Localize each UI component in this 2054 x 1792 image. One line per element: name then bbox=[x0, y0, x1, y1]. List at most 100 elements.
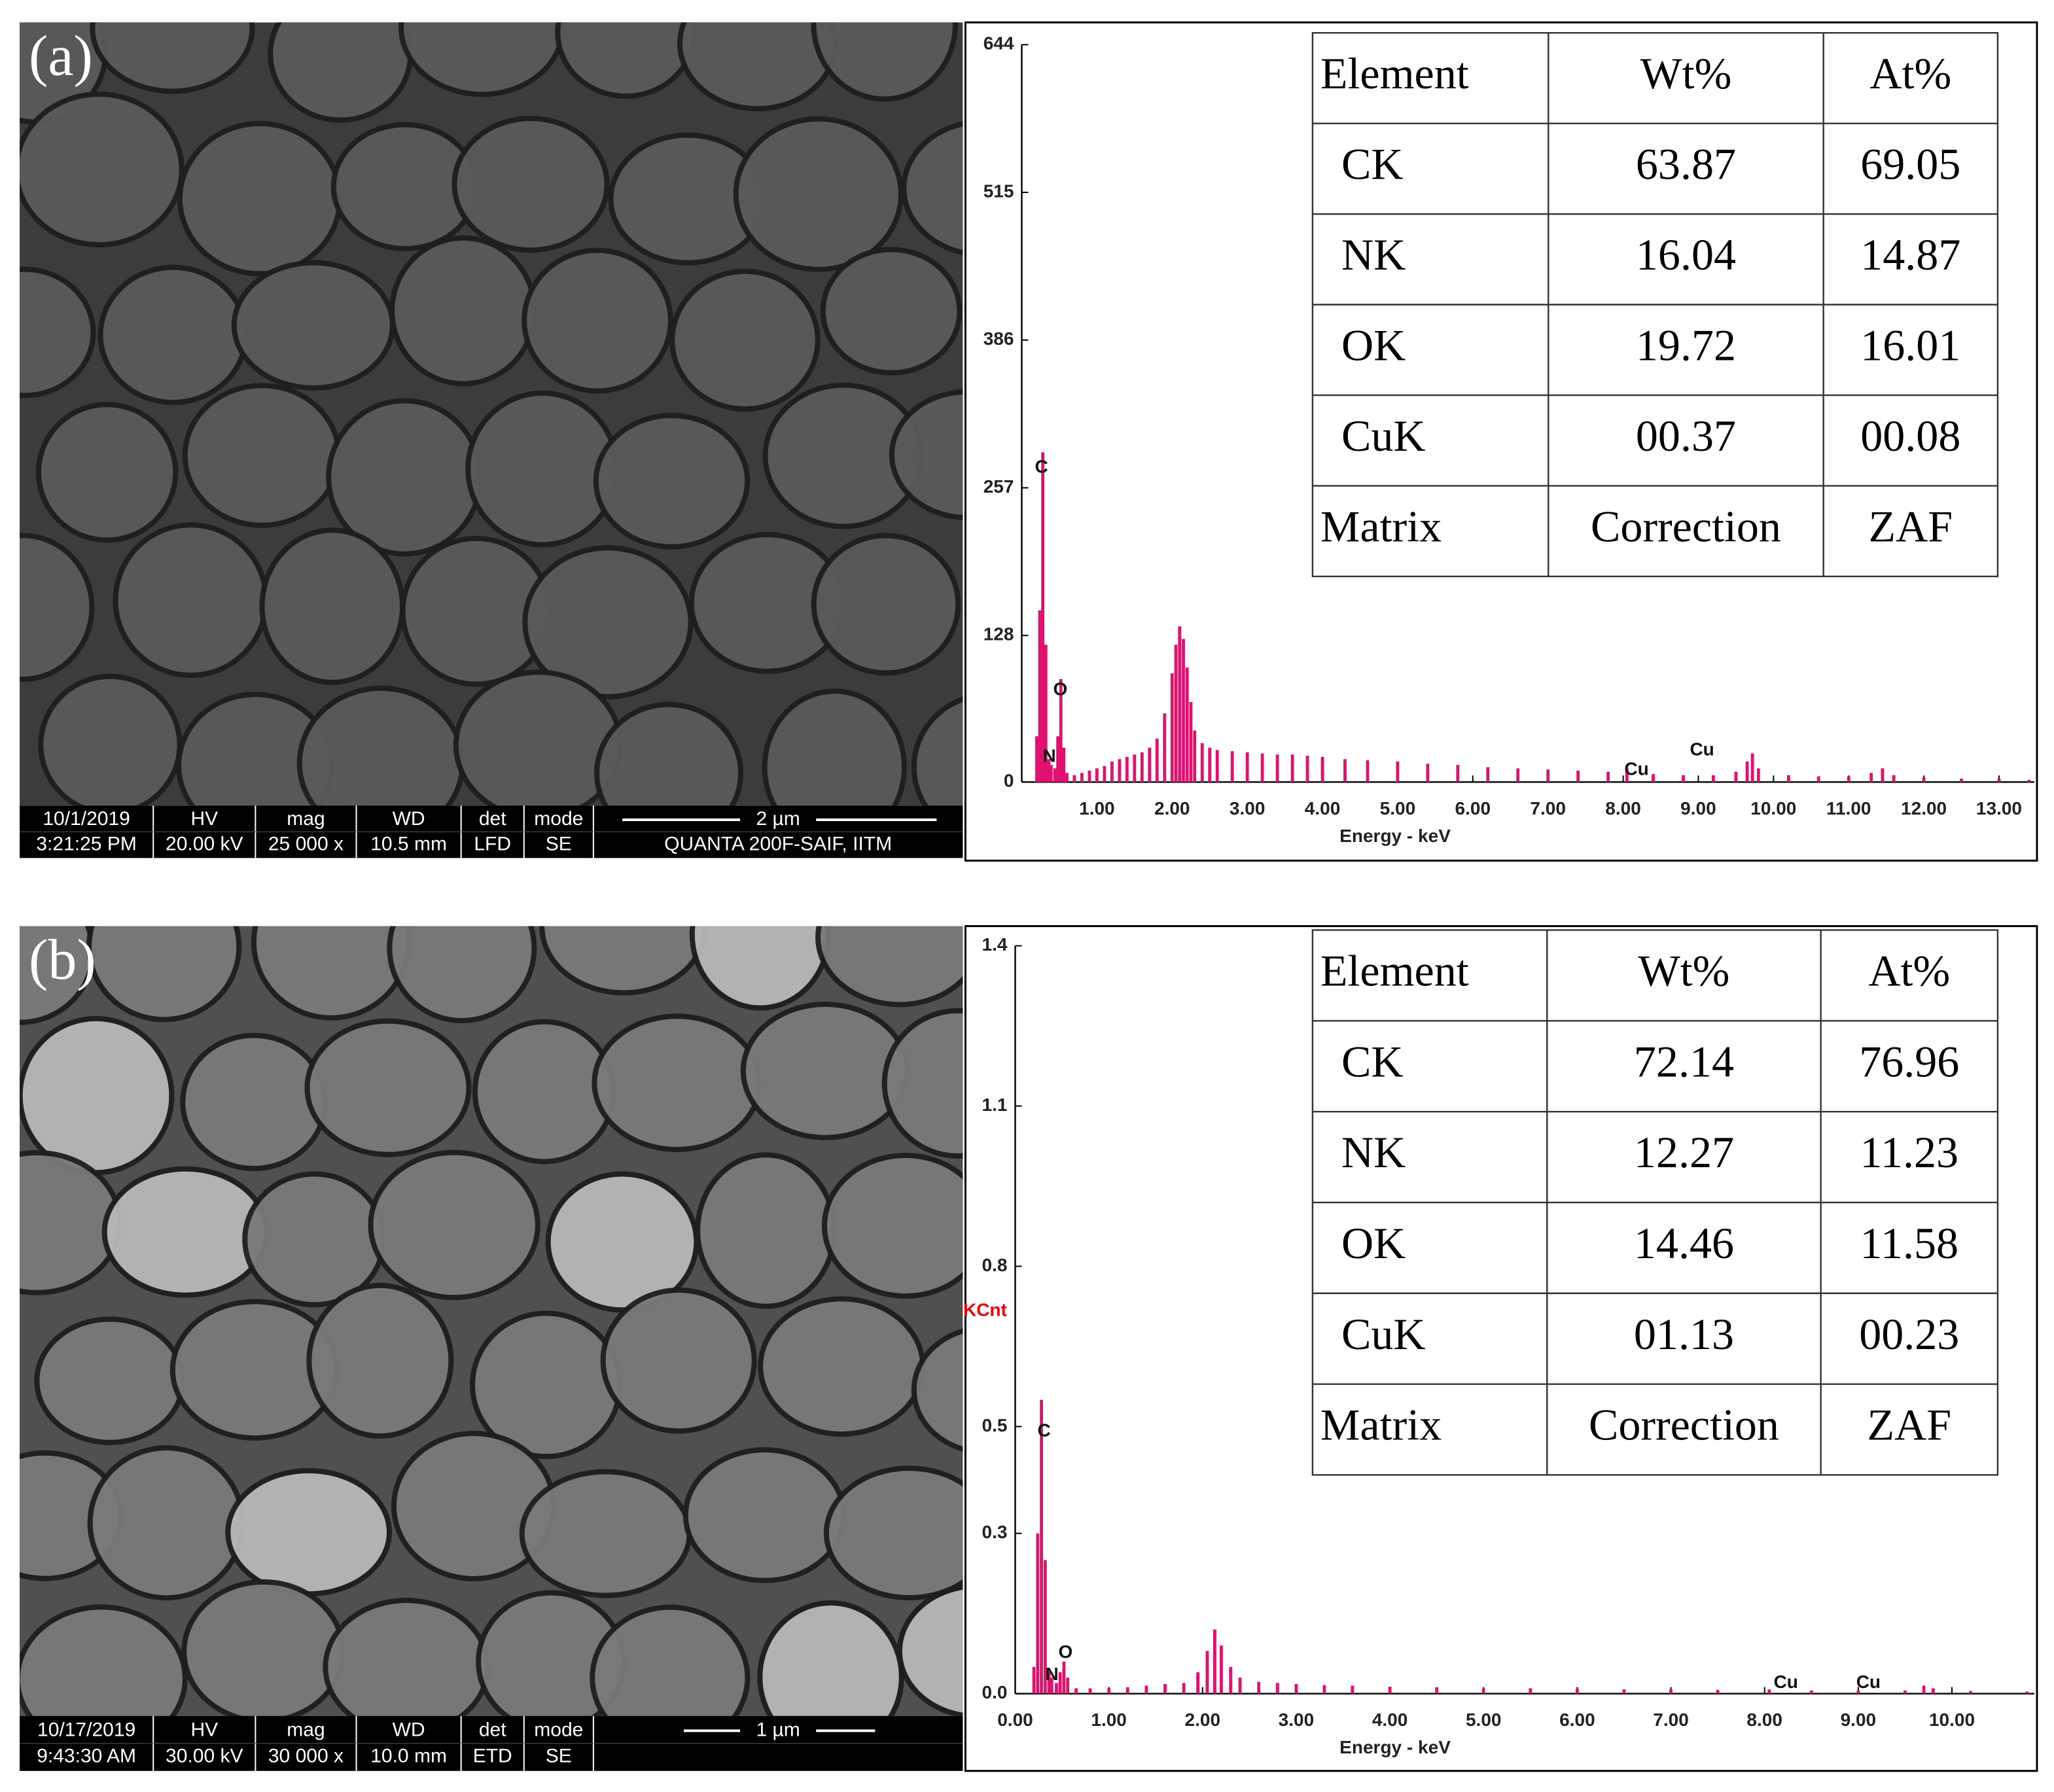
x-tick-label: 6.00 bbox=[1455, 798, 1491, 818]
table-cell: Correction bbox=[1591, 501, 1781, 551]
x-tick-label: 4.00 bbox=[1372, 1710, 1408, 1730]
x-axis-label: Energy - keV bbox=[1339, 1737, 1451, 1757]
particle bbox=[97, 264, 249, 406]
table-cell: ZAF bbox=[1869, 501, 1953, 551]
table-cell: 63.87 bbox=[1636, 139, 1736, 189]
x-tick-label: 11.00 bbox=[1826, 798, 1871, 818]
peak-label: Cu bbox=[1774, 1672, 1798, 1692]
particle bbox=[465, 390, 620, 548]
y-tick-label: 515 bbox=[983, 181, 1014, 201]
y-tick-label: 0.3 bbox=[982, 1522, 1008, 1542]
particle bbox=[911, 696, 963, 806]
x-tick-label: 2.00 bbox=[1185, 1710, 1221, 1730]
x-tick-label: 7.00 bbox=[1530, 798, 1566, 818]
info-value: 30.00 kV bbox=[166, 1746, 243, 1767]
x-tick-label: 3.00 bbox=[1279, 1710, 1315, 1730]
particle bbox=[590, 1604, 751, 1716]
info-date: 10/17/2019 bbox=[37, 1719, 135, 1740]
x-tick-label: 8.00 bbox=[1605, 798, 1641, 818]
particle bbox=[519, 1469, 692, 1598]
table-cell: NK bbox=[1341, 230, 1406, 279]
scale-bar-label: 2 µm bbox=[756, 808, 800, 830]
x-tick-label: 5.00 bbox=[1466, 1710, 1502, 1730]
sem-image bbox=[20, 22, 963, 806]
scale-bar-gap bbox=[740, 809, 817, 831]
x-tick-label: 9.00 bbox=[1841, 1710, 1877, 1730]
x-tick-label: 4.00 bbox=[1305, 798, 1341, 818]
table-cell: 19.72 bbox=[1636, 320, 1736, 370]
table-cell: 76.96 bbox=[1859, 1036, 1959, 1086]
sem-image bbox=[20, 926, 963, 1716]
particle bbox=[539, 926, 708, 996]
table-cell: Correction bbox=[1589, 1400, 1779, 1450]
info-header: mode bbox=[534, 808, 583, 830]
x-tick-label: 3.00 bbox=[1230, 798, 1266, 818]
table-cell: 16.01 bbox=[1860, 320, 1960, 370]
x-tick-label: 1.00 bbox=[1091, 1710, 1127, 1730]
table-header: Wt% bbox=[1638, 946, 1730, 996]
peak-label: Cu bbox=[1690, 739, 1714, 760]
table-cell: Matrix bbox=[1320, 501, 1442, 551]
y-tick-label: 257 bbox=[983, 476, 1014, 497]
table-cell: ZAF bbox=[1868, 1400, 1952, 1450]
table-cell: 69.05 bbox=[1860, 139, 1960, 189]
peak-label: N bbox=[1046, 1664, 1059, 1684]
particle bbox=[181, 1579, 345, 1716]
info-header: HV bbox=[190, 808, 218, 830]
table-header: Element bbox=[1320, 48, 1469, 98]
peak-label: Cu bbox=[1624, 759, 1648, 779]
particle bbox=[762, 688, 907, 806]
peak-label: N bbox=[1043, 746, 1056, 766]
x-axis-label: Energy - keV bbox=[1339, 826, 1451, 846]
info-header: det bbox=[479, 1719, 506, 1740]
x-tick-label: 0.00 bbox=[997, 1710, 1033, 1730]
particle bbox=[815, 926, 963, 1008]
particle bbox=[689, 926, 831, 1011]
table-cell: CuK bbox=[1341, 1309, 1426, 1359]
table-cell: 14.87 bbox=[1860, 230, 1960, 279]
particle bbox=[387, 926, 537, 1024]
particle bbox=[368, 1150, 540, 1301]
table-header: At% bbox=[1868, 946, 1950, 996]
particle bbox=[733, 116, 904, 272]
info-header: mode bbox=[534, 1719, 583, 1740]
y-axis-label: KCnt bbox=[963, 1300, 1007, 1320]
x-tick-label: 6.00 bbox=[1559, 1710, 1595, 1730]
x-tick-label: 1.00 bbox=[1079, 798, 1115, 818]
scale-bar-label: 1 µm bbox=[756, 1719, 800, 1740]
info-time: 3:21:25 PM bbox=[36, 833, 137, 854]
particle bbox=[177, 120, 343, 277]
info-date: 10/1/2019 bbox=[43, 808, 130, 830]
info-value: SE bbox=[546, 1746, 572, 1767]
table-cell: 12.27 bbox=[1634, 1127, 1734, 1177]
info-value: 10.5 mm bbox=[370, 833, 447, 854]
scale-bar-gap bbox=[740, 1720, 817, 1742]
info-time: 9:43:30 AM bbox=[37, 1746, 136, 1767]
panel-label: (b) bbox=[29, 928, 96, 992]
x-tick-label: 10.00 bbox=[1750, 798, 1796, 818]
y-tick-label: 644 bbox=[983, 33, 1014, 54]
y-tick-label: 0.8 bbox=[982, 1255, 1008, 1275]
particle bbox=[20, 1604, 188, 1716]
info-value: 10.0 mm bbox=[370, 1746, 447, 1767]
peak-label: C bbox=[1035, 456, 1048, 476]
particle bbox=[20, 1015, 175, 1176]
particle bbox=[811, 22, 958, 102]
info-value: 30 000 x bbox=[268, 1746, 344, 1767]
particle bbox=[38, 673, 183, 806]
particle bbox=[823, 1466, 963, 1601]
x-tick-label: 13.00 bbox=[1976, 798, 2022, 818]
info-header: HV bbox=[190, 1719, 218, 1740]
particle bbox=[811, 533, 961, 676]
info-header: mag bbox=[287, 1719, 325, 1740]
particle bbox=[20, 91, 185, 248]
info-header: det bbox=[479, 808, 506, 830]
table-cell: CK bbox=[1341, 139, 1404, 189]
particle bbox=[453, 669, 624, 806]
table-cell: NK bbox=[1341, 1127, 1406, 1177]
table-header: Wt% bbox=[1640, 48, 1732, 98]
table-cell: 11.23 bbox=[1860, 1127, 1958, 1177]
particle bbox=[268, 22, 414, 123]
